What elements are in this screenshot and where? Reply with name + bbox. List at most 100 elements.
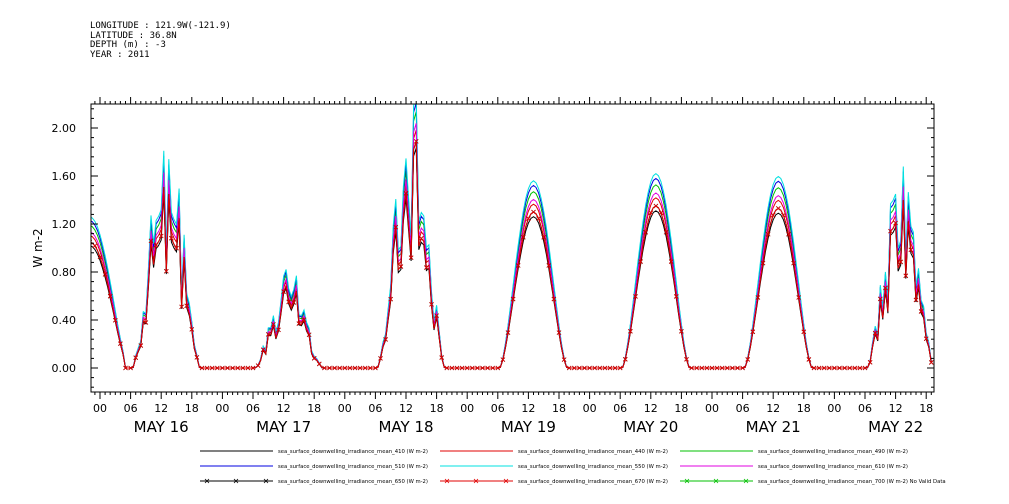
series-marker — [485, 365, 490, 371]
series-marker — [505, 330, 511, 335]
x-tick-label: 12 — [277, 402, 291, 415]
series-marker — [113, 317, 118, 323]
legend-label: sea_surface_downwelling_irradiance_mean_… — [518, 449, 668, 455]
series-marker — [832, 365, 837, 371]
series-marker — [306, 332, 312, 338]
series-marker — [419, 236, 424, 241]
series-marker — [235, 365, 240, 371]
series-marker — [668, 259, 674, 264]
series-marker — [490, 365, 495, 371]
series-marker — [827, 365, 832, 371]
series-marker — [138, 343, 144, 348]
series-marker — [194, 355, 200, 360]
series-marker — [903, 273, 909, 279]
series-marker — [719, 365, 725, 371]
series-marker — [301, 317, 307, 322]
series-marker — [271, 322, 276, 327]
series-marker — [255, 363, 261, 368]
series-marker — [179, 304, 184, 310]
x-day-label: MAY 20 — [623, 418, 678, 436]
series-marker — [296, 321, 302, 326]
y-tick-label: 0.00 — [52, 362, 77, 375]
series-marker — [704, 365, 710, 371]
series-marker — [143, 320, 149, 325]
series-marker — [342, 365, 348, 371]
x-tick-label: 00 — [583, 402, 597, 415]
series-marker — [572, 365, 577, 371]
series-marker — [750, 329, 756, 335]
longitude-line: LONGITUDE : 121.9W(-121.9) — [90, 21, 231, 31]
series-marker — [495, 365, 501, 371]
series-marker — [378, 356, 383, 361]
series-marker — [158, 233, 164, 239]
series-marker — [97, 254, 103, 260]
series-marker — [740, 365, 745, 371]
y-tick-label: 2.00 — [52, 122, 77, 135]
x-tick-label: 06 — [246, 402, 260, 415]
series-marker — [128, 365, 133, 371]
series-marker — [684, 357, 689, 362]
series-marker — [398, 264, 404, 269]
x-tick-label: 18 — [919, 402, 933, 415]
series-marker — [607, 365, 613, 371]
x-day-label: MAY 22 — [868, 418, 923, 436]
series-marker — [551, 296, 557, 302]
series-marker — [566, 365, 572, 371]
x-tick-label: 00 — [827, 402, 841, 415]
y-tick-label: 1.60 — [52, 170, 77, 183]
x-tick-label: 06 — [613, 402, 627, 415]
series-marker — [929, 360, 934, 365]
series-marker — [153, 242, 159, 248]
series-marker — [174, 245, 179, 251]
x-day-label: MAY 21 — [746, 418, 801, 436]
series-marker — [220, 365, 225, 371]
series-marker — [592, 365, 597, 371]
series-marker — [434, 313, 439, 318]
series-marker — [215, 365, 220, 371]
x-day-label: MAY 19 — [501, 418, 556, 436]
series-marker — [597, 365, 603, 371]
series-marker — [674, 294, 679, 299]
y-tick-label: 0.40 — [52, 314, 77, 327]
series-marker — [245, 365, 251, 371]
series-marker — [847, 365, 852, 371]
legend-marker — [233, 478, 239, 484]
legend-label: sea_surface_downwelling_irradiance_mean_… — [518, 464, 668, 470]
legend-marker — [713, 478, 719, 484]
year-line: YEAR : 2011 — [90, 49, 150, 60]
x-day-label: MAY 16 — [134, 418, 189, 436]
series-marker — [770, 212, 776, 218]
series-marker — [230, 365, 235, 371]
x-tick-label: 12 — [521, 402, 535, 415]
series-marker — [653, 203, 659, 209]
series-marker — [347, 365, 353, 371]
series-marker — [388, 296, 393, 302]
legend-marker — [473, 478, 479, 484]
legend-marker — [743, 478, 749, 484]
series-marker — [322, 365, 327, 371]
series-marker — [755, 295, 761, 300]
x-tick-label: 18 — [307, 402, 321, 415]
series-marker — [454, 365, 460, 371]
series-marker — [735, 365, 740, 371]
series-marker — [617, 365, 623, 371]
series-marker — [561, 357, 567, 362]
legend-label: sea_surface_downwelling_irradiance_mean_… — [518, 479, 668, 485]
series-marker — [541, 234, 546, 240]
series-marker — [801, 329, 807, 335]
x-tick-label: 18 — [185, 402, 199, 415]
series-marker — [500, 357, 506, 362]
depth-line: DEPTH (m) : -3 — [90, 40, 166, 50]
plot-frame — [90, 103, 935, 393]
series-marker — [714, 365, 720, 371]
series-marker — [663, 229, 669, 235]
legend: sea_surface_downwelling_irradiance_mean_… — [200, 449, 946, 485]
series-marker — [276, 327, 281, 333]
series-marker — [148, 238, 154, 244]
series-marker — [383, 337, 388, 342]
series-marker — [556, 330, 562, 335]
x-day-label: MAY 17 — [256, 418, 311, 436]
series-marker — [883, 285, 888, 291]
x-tick-label: 18 — [797, 402, 811, 415]
x-tick-label: 18 — [552, 402, 566, 415]
